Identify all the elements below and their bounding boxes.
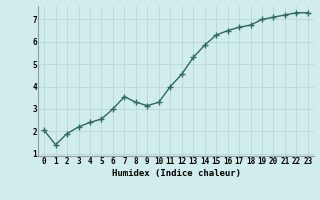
X-axis label: Humidex (Indice chaleur): Humidex (Indice chaleur) bbox=[111, 169, 241, 178]
